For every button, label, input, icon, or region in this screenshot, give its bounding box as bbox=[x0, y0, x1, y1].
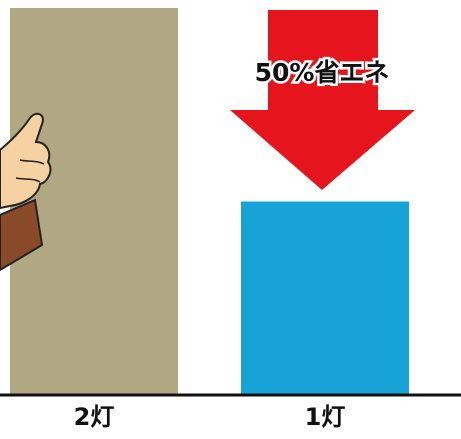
annotation: 50%省エネ bbox=[255, 58, 390, 87]
bar bbox=[10, 8, 178, 395]
reduction-arrow bbox=[230, 10, 415, 190]
arrow bbox=[230, 10, 415, 190]
x-tick-label: 1灯 bbox=[305, 403, 346, 431]
pointing-hand bbox=[0, 112, 52, 272]
bar bbox=[241, 201, 409, 395]
x-tick-label: 2灯 bbox=[74, 403, 115, 431]
